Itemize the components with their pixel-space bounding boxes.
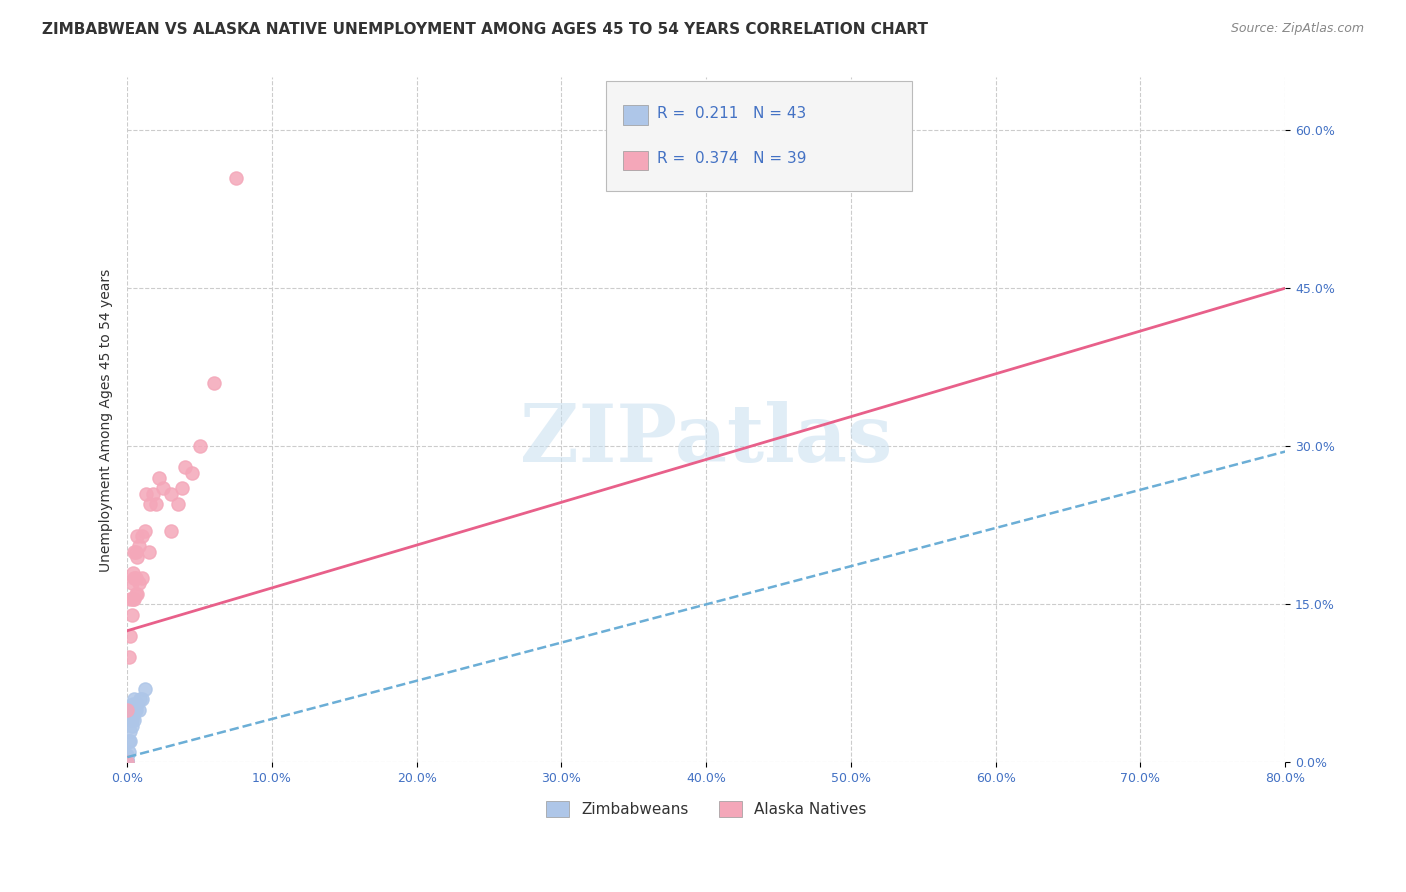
Point	[124, 713, 146, 727]
Point	[117, 756, 139, 770]
Point	[125, 703, 148, 717]
Point	[124, 592, 146, 607]
Point	[117, 756, 139, 770]
Point	[131, 692, 153, 706]
Point	[117, 756, 139, 770]
Point	[139, 497, 162, 511]
Point	[117, 756, 139, 770]
Point	[125, 544, 148, 558]
Point	[148, 471, 170, 485]
Point	[117, 756, 139, 770]
Point	[124, 571, 146, 585]
Point	[122, 566, 145, 580]
Text: ZIMBABWEAN VS ALASKA NATIVE UNEMPLOYMENT AMONG AGES 45 TO 54 YEARS CORRELATION C: ZIMBABWEAN VS ALASKA NATIVE UNEMPLOYMENT…	[42, 22, 928, 37]
Point	[117, 756, 139, 770]
Text: R =  0.211   N = 43: R = 0.211 N = 43	[657, 106, 806, 121]
Point	[188, 439, 211, 453]
Point	[120, 723, 142, 738]
Y-axis label: Unemployment Among Ages 45 to 54 years: Unemployment Among Ages 45 to 54 years	[100, 268, 114, 572]
Point	[142, 486, 165, 500]
Point	[124, 692, 146, 706]
Point	[127, 549, 149, 564]
Point	[117, 756, 139, 770]
Point	[128, 540, 150, 554]
Point	[181, 466, 204, 480]
Point	[117, 756, 139, 770]
Point	[172, 482, 194, 496]
Point	[131, 529, 153, 543]
Point	[145, 497, 167, 511]
Point	[117, 756, 139, 770]
Point	[121, 576, 143, 591]
Point	[125, 571, 148, 585]
Point	[128, 576, 150, 591]
Point	[174, 460, 197, 475]
Point	[120, 592, 142, 607]
Point	[125, 587, 148, 601]
Point	[118, 650, 141, 665]
Point	[124, 703, 146, 717]
Point	[121, 713, 143, 727]
Point	[118, 734, 141, 748]
Point	[117, 747, 139, 762]
Point	[127, 587, 149, 601]
Text: R =  0.374   N = 39: R = 0.374 N = 39	[657, 151, 806, 166]
Point	[117, 756, 139, 770]
Point	[117, 756, 139, 770]
Point	[138, 544, 160, 558]
Point	[117, 756, 139, 770]
Point	[159, 524, 181, 538]
Point	[128, 703, 150, 717]
Point	[117, 703, 139, 717]
Point	[129, 692, 152, 706]
Point	[131, 571, 153, 585]
Point	[117, 756, 139, 770]
Point	[117, 756, 139, 770]
Point	[117, 756, 139, 770]
Point	[202, 376, 225, 390]
Point	[120, 734, 142, 748]
Point	[120, 629, 142, 643]
Point	[167, 497, 190, 511]
Point	[117, 756, 139, 770]
Point	[159, 486, 181, 500]
Point	[117, 756, 139, 770]
Point	[117, 756, 139, 770]
Point	[122, 708, 145, 723]
Point	[117, 756, 139, 770]
Point	[117, 750, 139, 764]
Point	[122, 592, 145, 607]
Point	[117, 756, 139, 770]
Text: Source: ZipAtlas.com: Source: ZipAtlas.com	[1230, 22, 1364, 36]
Point	[127, 529, 149, 543]
Point	[117, 756, 139, 770]
Point	[124, 544, 146, 558]
Legend: Zimbabweans, Alaska Natives: Zimbabweans, Alaska Natives	[540, 795, 873, 823]
Point	[117, 756, 139, 770]
Point	[117, 756, 139, 770]
Point	[121, 607, 143, 622]
Point	[134, 681, 156, 696]
Point	[134, 524, 156, 538]
Point	[121, 718, 143, 732]
Point	[225, 170, 247, 185]
Point	[117, 756, 139, 770]
Text: ZIPatlas: ZIPatlas	[520, 401, 893, 480]
Point	[127, 698, 149, 712]
Point	[152, 482, 174, 496]
Point	[122, 698, 145, 712]
Point	[121, 703, 143, 717]
Point	[118, 745, 141, 759]
Point	[135, 486, 157, 500]
